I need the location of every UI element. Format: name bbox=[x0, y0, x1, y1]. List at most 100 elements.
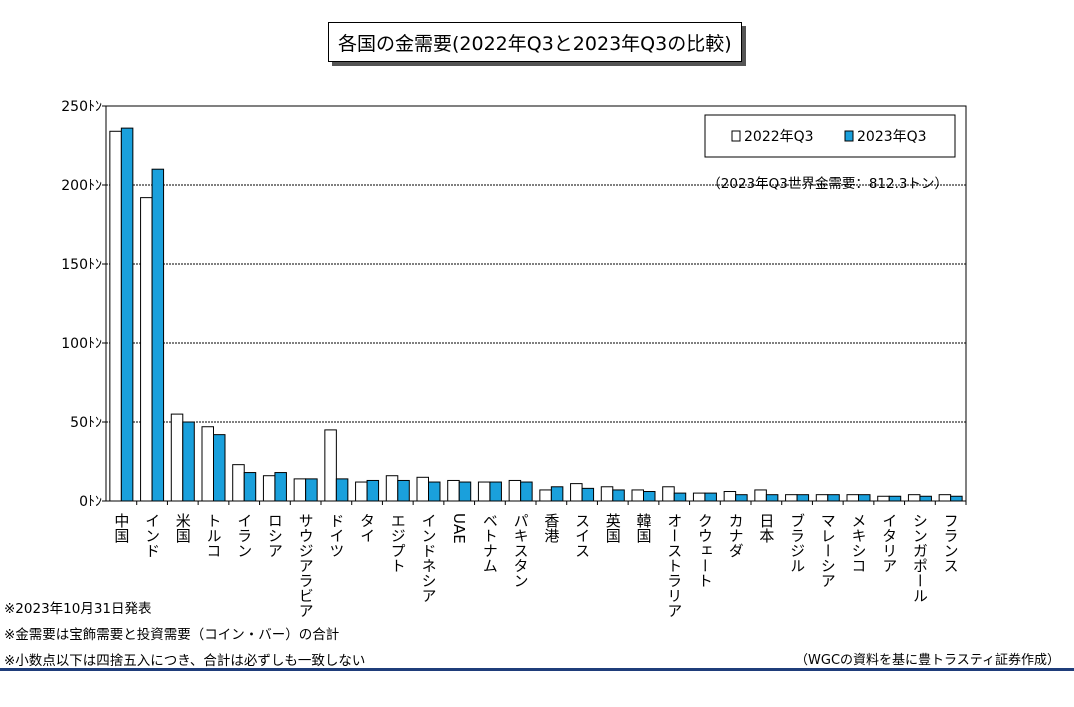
bar-2022q3 bbox=[692, 492, 706, 502]
x-category-label: マレーシア bbox=[819, 513, 837, 588]
bar-2023q3 bbox=[305, 478, 318, 502]
world-demand-annotation: （2023年Q3世界金需要：812.3トン） bbox=[707, 176, 948, 192]
bar-2022q3 bbox=[539, 489, 552, 502]
note-definition: ※金需要は宝飾需要と投資需要（コイン・バー）の合計 bbox=[4, 627, 340, 643]
bar-2023q3 bbox=[643, 491, 656, 502]
bar-2022q3 bbox=[631, 489, 644, 502]
y-tick-label: 150ﾄﾝ bbox=[61, 257, 102, 273]
bar-2022q3 bbox=[140, 197, 153, 502]
bar-2023q3 bbox=[520, 481, 533, 502]
chart-title: 各国の金需要(2022年Q3と2023年Q3の比較) bbox=[328, 22, 742, 62]
bar-2023q3 bbox=[673, 492, 687, 502]
x-category-label: ベトナム bbox=[481, 513, 499, 573]
bar-2023q3 bbox=[151, 168, 165, 502]
bar-2022q3 bbox=[723, 491, 737, 502]
y-tick-label: 0ﾄﾝ bbox=[79, 494, 102, 510]
bar-2022q3 bbox=[447, 479, 460, 502]
bar-2023q3 bbox=[858, 494, 871, 502]
x-category-label: タイ bbox=[358, 513, 376, 543]
bar-2022q3 bbox=[846, 494, 859, 502]
x-category-label: オーストラリア bbox=[665, 513, 683, 618]
bar-2022q3 bbox=[815, 494, 829, 502]
legend-label: 2023年Q3 bbox=[857, 129, 927, 145]
x-category-label: イタリア bbox=[880, 513, 898, 573]
legend-box bbox=[704, 114, 956, 158]
bar-2023q3 bbox=[182, 421, 195, 502]
bar-2023q3 bbox=[489, 481, 502, 502]
x-category-label: エジプト bbox=[389, 513, 407, 573]
bar-2022q3 bbox=[385, 475, 399, 502]
bar-2023q3 bbox=[397, 479, 410, 502]
x-category-label: 日本 bbox=[757, 513, 775, 543]
bar-2023q3 bbox=[550, 486, 564, 502]
bar-2022q3 bbox=[109, 130, 122, 502]
bar-2022q3 bbox=[907, 494, 921, 502]
note-rounding: ※小数点以下は四捨五入につき、合計は必ずしも一致しない bbox=[4, 653, 366, 669]
x-category-label: ドイツ bbox=[327, 513, 345, 558]
bar-2022q3 bbox=[170, 413, 184, 502]
bar-2023q3 bbox=[919, 495, 932, 502]
bar-2022q3 bbox=[355, 481, 368, 502]
bar-2023q3 bbox=[581, 487, 595, 502]
x-category-label: フランス bbox=[942, 513, 960, 573]
bar-2022q3 bbox=[293, 478, 307, 502]
x-category-label: インドネシア bbox=[420, 513, 438, 603]
bar-2023q3 bbox=[704, 492, 717, 502]
x-category-label: パキスタン bbox=[512, 513, 530, 588]
bar-2023q3 bbox=[458, 481, 472, 502]
bar-2023q3 bbox=[366, 479, 380, 502]
bar-2023q3 bbox=[213, 434, 226, 502]
x-category-label: スイス bbox=[573, 513, 591, 558]
x-category-label: 香港 bbox=[542, 513, 560, 543]
x-category-label: ロシア bbox=[266, 513, 284, 558]
y-tick-label: 250ﾄﾝ bbox=[61, 99, 102, 115]
bar-2022q3 bbox=[477, 481, 491, 502]
x-category-label: ブラジル bbox=[788, 513, 806, 573]
bar-2022q3 bbox=[662, 486, 675, 502]
x-category-label: イラン bbox=[235, 513, 253, 558]
bar-2023q3 bbox=[950, 495, 963, 502]
x-category-label: メキシコ bbox=[850, 513, 868, 573]
x-category-label: UAE bbox=[450, 513, 468, 544]
bar-2022q3 bbox=[785, 494, 798, 502]
bar-2022q3 bbox=[877, 495, 890, 502]
x-category-label: シンガポール bbox=[911, 513, 929, 603]
x-category-label: カナダ bbox=[727, 513, 745, 558]
plot-frame bbox=[105, 105, 967, 502]
x-category-label: 米国 bbox=[174, 513, 192, 543]
legend-label: 2022年Q3 bbox=[744, 129, 814, 145]
bar-2022q3 bbox=[262, 475, 276, 502]
y-tick-label: 100ﾄﾝ bbox=[61, 336, 102, 352]
bar-2022q3 bbox=[508, 479, 522, 502]
bar-2022q3 bbox=[201, 426, 214, 502]
bar-2023q3 bbox=[888, 495, 902, 502]
bar-2023q3 bbox=[243, 472, 257, 502]
bar-2022q3 bbox=[600, 486, 614, 502]
bar-2023q3 bbox=[612, 489, 625, 502]
bar-2023q3 bbox=[765, 494, 779, 502]
bar-2022q3 bbox=[938, 494, 952, 502]
bar-2023q3 bbox=[335, 478, 349, 502]
bar-2022q3 bbox=[324, 429, 337, 502]
legend-swatch-2023q3 bbox=[844, 130, 854, 142]
bar-2023q3 bbox=[796, 494, 810, 502]
note-release-date: ※2023年10月31日発表 bbox=[4, 601, 152, 617]
x-category-label: 英国 bbox=[604, 512, 622, 543]
x-category-label: 中国 bbox=[112, 513, 130, 543]
bar-2023q3 bbox=[735, 494, 748, 502]
bar-2023q3 bbox=[274, 472, 287, 502]
x-category-label: インド bbox=[143, 513, 161, 558]
bar-2022q3 bbox=[416, 476, 429, 502]
bar-2023q3 bbox=[428, 481, 441, 502]
legend-swatch-2022q3 bbox=[731, 130, 741, 142]
bar-2022q3 bbox=[754, 489, 767, 502]
x-category-label: クウェート bbox=[696, 513, 714, 588]
y-tick-label: 50ﾄﾝ bbox=[70, 415, 102, 431]
x-category-label: 韓国 bbox=[635, 513, 653, 543]
bar-2023q3 bbox=[120, 127, 134, 502]
bar-2022q3 bbox=[232, 464, 245, 502]
bottom-rule bbox=[0, 668, 1074, 671]
bar-2022q3 bbox=[570, 483, 583, 502]
x-category-label: サウジアラビア bbox=[297, 513, 315, 618]
